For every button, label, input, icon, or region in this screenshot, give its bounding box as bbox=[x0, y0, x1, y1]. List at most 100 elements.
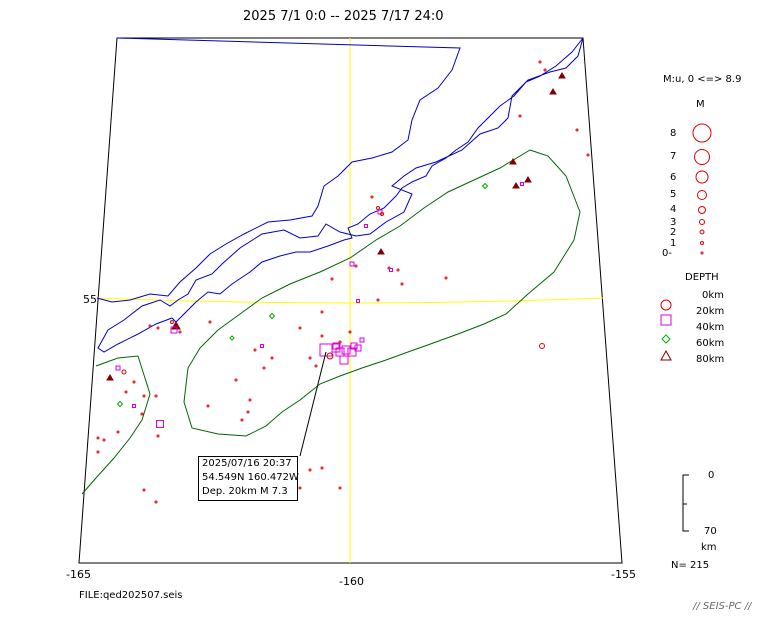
epicenter-marker-74 bbox=[96, 450, 100, 454]
epicenter-marker-28 bbox=[320, 310, 324, 314]
magnitude-header: M bbox=[696, 99, 705, 110]
mag-level-1: 1 bbox=[670, 238, 677, 249]
epicenter-marker-42 bbox=[347, 347, 357, 357]
epicenter-markers bbox=[96, 60, 590, 504]
coastline-upper bbox=[96, 37, 461, 303]
depth-label-80: 80km bbox=[696, 354, 725, 365]
epicenter-marker-54 bbox=[156, 326, 160, 330]
epicenter-marker-80 bbox=[308, 468, 312, 472]
epicenter-marker-72 bbox=[102, 438, 106, 442]
depth-scale-bottom: 70 bbox=[704, 526, 717, 537]
epicenter-marker-38 bbox=[319, 343, 333, 357]
epicenter-marker-65 bbox=[154, 394, 158, 398]
epicenter-marker-59 bbox=[115, 365, 121, 371]
epicenter-marker-2 bbox=[558, 72, 566, 79]
epicenter-marker-86 bbox=[234, 378, 238, 382]
event-datetime: 2025/07/16 20:37 bbox=[202, 458, 292, 469]
epicenter-marker-83 bbox=[142, 488, 146, 492]
mag-level-3: 3 bbox=[670, 217, 677, 228]
magnitude-range: M:u, 0 <=> 8.9 bbox=[663, 74, 742, 85]
event-depth-mag: Dep. 20km M 7.3 bbox=[202, 486, 288, 497]
mag-level-2: 2 bbox=[670, 227, 677, 238]
mag-legend-circle-3 bbox=[697, 190, 707, 200]
epicenter-marker-71 bbox=[96, 436, 100, 440]
epicenter-marker-21 bbox=[389, 268, 393, 272]
epicenter-marker-34 bbox=[229, 335, 235, 341]
epicenter-marker-46 bbox=[332, 342, 340, 350]
epicenter-marker-26 bbox=[356, 299, 360, 303]
epicenter-marker-69 bbox=[156, 420, 164, 428]
depth-symbol-diamond bbox=[661, 334, 671, 344]
depth-label-40: 40km bbox=[696, 322, 725, 333]
mag-legend-circle-8 bbox=[700, 251, 704, 255]
parallel-55 bbox=[96, 297, 604, 304]
region-outline-main bbox=[183, 149, 581, 437]
epicenter-marker-60 bbox=[121, 369, 127, 375]
epicenter-marker-44 bbox=[350, 342, 358, 350]
epicenter-marker-18 bbox=[349, 261, 355, 267]
epicenter-marker-4 bbox=[518, 114, 522, 118]
epicenter-marker-75 bbox=[206, 404, 210, 408]
epicenter-marker-70 bbox=[156, 434, 160, 438]
mag-legend-circle-1 bbox=[694, 149, 710, 165]
depth-label-60: 60km bbox=[696, 338, 725, 349]
lat-tick-55: 55 bbox=[83, 293, 97, 306]
epicenter-marker-82 bbox=[338, 486, 342, 490]
depth-symbol-triangle bbox=[660, 349, 672, 361]
epicenter-marker-11 bbox=[481, 182, 489, 190]
mag-legend-circle-6 bbox=[699, 229, 705, 235]
epicenter-marker-52 bbox=[539, 343, 545, 349]
epicenter-marker-30 bbox=[208, 320, 212, 324]
epicenter-marker-10 bbox=[520, 182, 524, 186]
region-outline-west bbox=[81, 355, 151, 495]
epicenter-marker-9 bbox=[512, 182, 520, 189]
mag-legend-circle-7 bbox=[700, 241, 704, 245]
epicenter-marker-57 bbox=[170, 320, 174, 324]
epicenter-marker-0 bbox=[538, 60, 542, 64]
depth-symbol-circle bbox=[660, 299, 672, 311]
depth-symbol-square bbox=[660, 314, 672, 326]
magnitude-legend-symbols bbox=[692, 123, 712, 255]
mag-level-5: 5 bbox=[670, 189, 677, 200]
epicenter-marker-78 bbox=[240, 418, 244, 422]
coastline bbox=[97, 37, 584, 353]
epicenter-marker-31 bbox=[298, 326, 302, 330]
depth-label-20: 20km bbox=[696, 306, 725, 317]
map-frame bbox=[78, 37, 623, 564]
epicenter-marker-81 bbox=[298, 486, 302, 490]
depth-label-0: 0km bbox=[702, 290, 724, 301]
epicenter-marker-13 bbox=[376, 206, 380, 210]
lon-tick-160: -160 bbox=[339, 575, 364, 588]
depth-header: DEPTH bbox=[685, 272, 719, 283]
event-leader-line bbox=[299, 351, 327, 457]
epicenter-marker-41 bbox=[341, 345, 351, 355]
epicenter-marker-76 bbox=[248, 398, 252, 402]
epicenter-marker-85 bbox=[262, 366, 266, 370]
epicenter-marker-23 bbox=[330, 277, 334, 281]
epicenter-marker-25 bbox=[400, 282, 404, 286]
epicenter-marker-51 bbox=[314, 364, 318, 368]
mag-level-8: 8 bbox=[670, 128, 677, 139]
depth-scale-top: 0 bbox=[708, 470, 715, 481]
epicenter-marker-37 bbox=[270, 356, 274, 360]
file-label: FILE:qed202507.seis bbox=[79, 590, 183, 601]
epicenter-marker-22 bbox=[396, 268, 400, 272]
epicenter-marker-53 bbox=[148, 324, 152, 328]
epicenter-marker-79 bbox=[320, 466, 324, 470]
map-title: 2025 7/1 0:0 -- 2025 7/17 24:0 bbox=[243, 9, 444, 24]
mag-level-7: 7 bbox=[670, 151, 677, 162]
epicenter-marker-1 bbox=[543, 68, 547, 72]
depth-scale-unit: km bbox=[701, 542, 717, 553]
epicenter-marker-35 bbox=[260, 344, 264, 348]
epicenter-marker-66 bbox=[116, 400, 124, 408]
epicenter-marker-8 bbox=[524, 176, 532, 183]
mag-legend-circle-4 bbox=[698, 206, 706, 214]
epicenter-marker-50 bbox=[338, 340, 342, 344]
epicenter-marker-5 bbox=[575, 128, 579, 132]
epicenter-marker-48 bbox=[308, 356, 312, 360]
epicenter-marker-32 bbox=[348, 330, 352, 334]
lon-tick-155: -155 bbox=[611, 568, 636, 581]
epicenter-marker-73 bbox=[116, 430, 120, 434]
epicenter-marker-6 bbox=[586, 153, 590, 157]
